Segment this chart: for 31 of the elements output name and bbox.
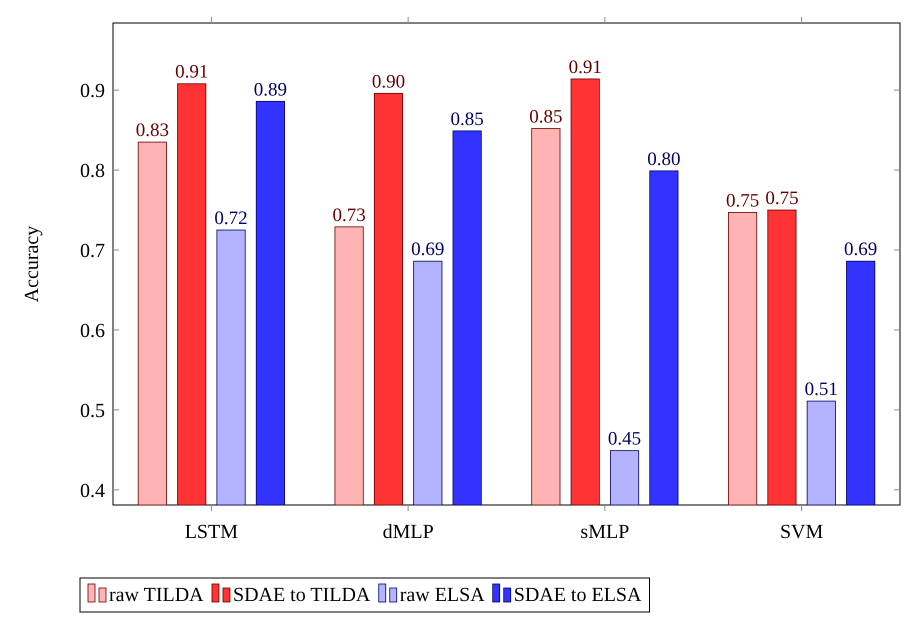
y-tick-label: 0.5 <box>80 400 105 422</box>
data-label: 0.45 <box>608 428 642 450</box>
data-label: 0.72 <box>214 208 248 230</box>
data-label: 0.51 <box>804 379 838 400</box>
data-label: 0.85 <box>450 108 484 130</box>
data-label: 0.90 <box>372 71 406 92</box>
y-tick-label: 0.9 <box>80 80 105 102</box>
data-label: 0.85 <box>529 106 562 128</box>
data-label: 0.80 <box>647 148 681 170</box>
data-label: 0.91 <box>175 62 208 83</box>
x-tick-label: LSTM <box>184 521 238 543</box>
legend-label: raw ELSA <box>400 584 486 606</box>
data-label: 0.91 <box>568 56 602 78</box>
x-tick-label: sMLP <box>580 521 630 543</box>
legend-label: SDAE to ELSA <box>514 584 642 606</box>
legend-label: raw TILDA <box>109 584 204 606</box>
x-tick-label: dMLP <box>382 521 434 543</box>
y-tick-label: 0.4 <box>80 480 105 502</box>
data-label: 0.89 <box>254 79 288 100</box>
data-label: 0.69 <box>411 239 444 260</box>
y-tick-label: 0.7 <box>80 240 105 262</box>
x-tick-label: SVM <box>780 521 824 543</box>
data-label: 0.75 <box>726 190 760 212</box>
data-label: 0.69 <box>844 239 878 260</box>
y-tick-label: 0.8 <box>80 160 105 182</box>
legend-label: SDAE to TILDA <box>232 584 371 606</box>
y-axis-title: Accuracy <box>21 226 43 302</box>
data-label: 0.75 <box>765 188 799 210</box>
y-tick-label: 0.6 <box>80 320 105 342</box>
data-label: 0.73 <box>332 204 366 226</box>
data-label: 0.83 <box>136 120 169 142</box>
